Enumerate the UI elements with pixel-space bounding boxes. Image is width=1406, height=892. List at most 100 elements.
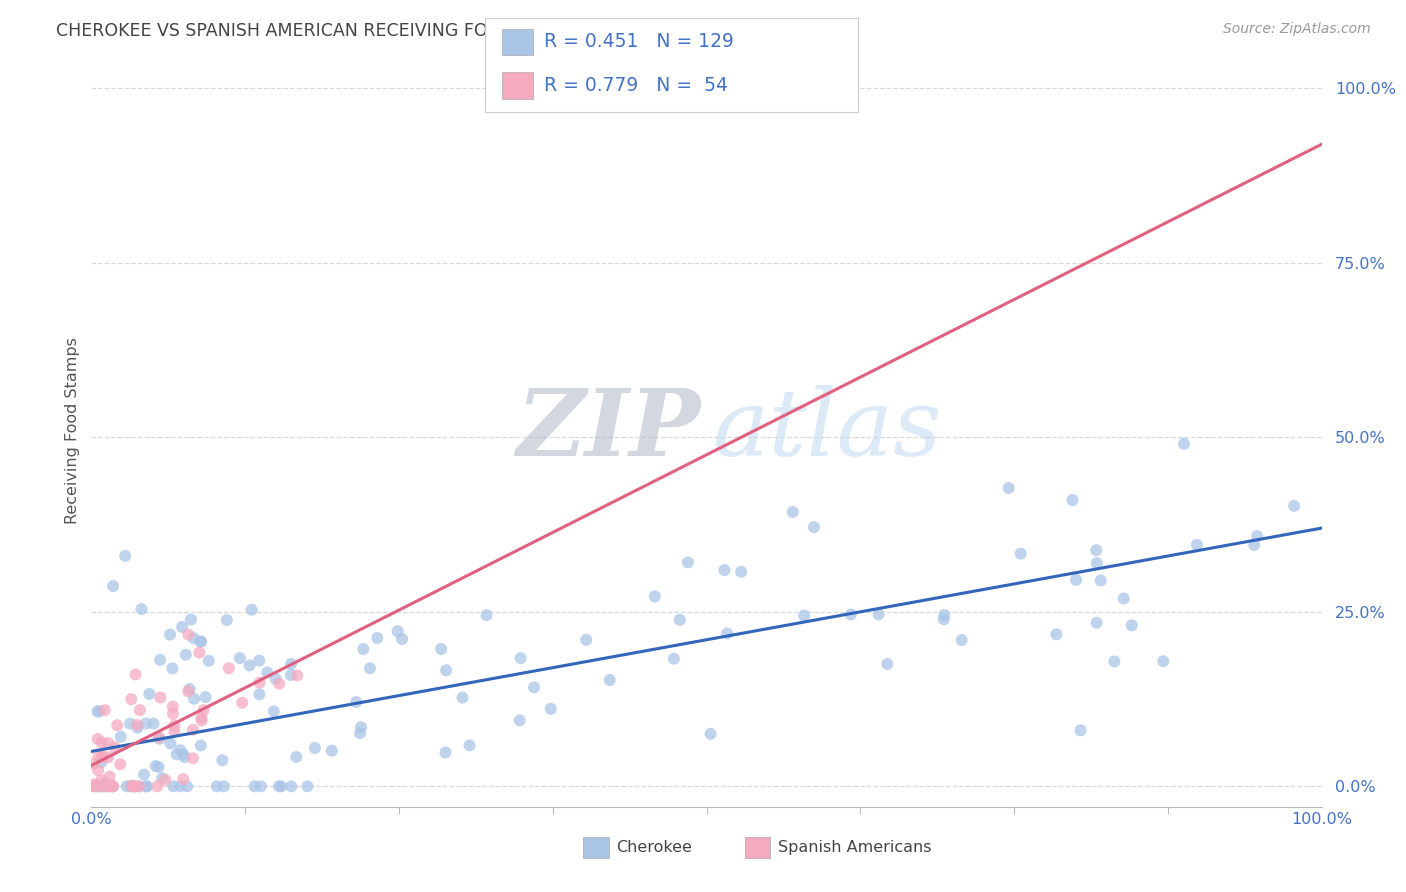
Point (97, 780, 120, 794)
Point (83, 780, 105, 794)
Text: R = 0.451   N = 129: R = 0.451 N = 129 (544, 32, 734, 51)
Point (87, 731, 110, 746)
Point (131, 602, 153, 616)
Point (270, 780, 292, 794)
Point (190, 710, 212, 724)
Point (101, 579, 124, 593)
Point (91, 780, 114, 794)
Point (90, 773, 112, 788)
Point (163, 724, 186, 739)
Point (128, 780, 150, 794)
Point (1090, 574, 1112, 588)
Point (142, 716, 165, 731)
Point (934, 608, 956, 623)
Point (176, 780, 198, 794)
Point (110, 730, 132, 744)
Point (86, 705, 108, 719)
Point (1070, 723, 1092, 738)
Point (249, 687, 271, 701)
Point (148, 731, 170, 745)
Point (238, 658, 260, 673)
Point (101, 780, 124, 794)
Point (101, 780, 124, 794)
Point (194, 690, 217, 705)
Point (250, 780, 273, 794)
Point (90, 755, 112, 769)
Point (146, 780, 169, 794)
Point (231, 696, 253, 710)
Point (387, 624, 409, 639)
Point (240, 603, 263, 617)
Point (162, 780, 184, 794)
Point (263, 704, 285, 718)
Point (391, 632, 413, 646)
Point (83, 780, 105, 794)
Point (267, 780, 290, 794)
Point (304, 740, 326, 755)
Point (713, 563, 735, 577)
Point (458, 739, 481, 753)
Point (793, 608, 815, 623)
Point (162, 706, 184, 721)
Y-axis label: Receiving Food Stamps: Receiving Food Stamps (65, 337, 80, 524)
Point (87, 780, 110, 794)
Point (434, 746, 457, 760)
Point (162, 661, 184, 675)
Point (1185, 538, 1208, 552)
Point (1112, 591, 1135, 606)
Point (86, 780, 108, 794)
Point (1243, 538, 1265, 552)
Point (1152, 654, 1174, 668)
Point (193, 703, 215, 717)
Point (868, 607, 890, 622)
Point (205, 780, 228, 794)
Point (434, 663, 457, 677)
Point (120, 780, 142, 794)
Point (134, 767, 156, 781)
Point (163, 718, 186, 732)
Point (129, 703, 152, 717)
Point (599, 673, 621, 687)
Point (173, 750, 195, 764)
Point (668, 613, 690, 627)
Point (950, 633, 973, 648)
Point (135, 716, 157, 731)
Point (264, 672, 287, 686)
Point (127, 718, 149, 732)
Point (94, 780, 117, 794)
Text: CHEROKEE VS SPANISH AMERICAN RECEIVING FOOD STAMPS CORRELATION CHART: CHEROKEE VS SPANISH AMERICAN RECEIVING F… (56, 22, 783, 40)
Point (172, 772, 194, 786)
Point (124, 780, 146, 794)
Point (782, 505, 804, 519)
Point (540, 702, 562, 716)
Point (218, 661, 240, 675)
Point (644, 590, 666, 604)
Point (83, 756, 105, 771)
Point (127, 721, 149, 735)
Point (177, 684, 200, 698)
Point (662, 651, 685, 665)
Point (174, 648, 197, 662)
Point (1246, 529, 1268, 543)
Point (166, 747, 188, 762)
Point (91, 750, 114, 764)
Point (932, 612, 955, 626)
Point (876, 657, 898, 671)
Text: R = 0.779   N =  54: R = 0.779 N = 54 (544, 76, 728, 95)
Point (128, 780, 150, 794)
Point (97, 750, 120, 764)
Point (285, 750, 308, 764)
Point (229, 651, 252, 665)
Point (285, 668, 308, 682)
Point (87, 764, 110, 778)
Point (280, 668, 302, 682)
Point (1085, 615, 1108, 630)
Point (83, 777, 105, 791)
Point (169, 743, 191, 757)
Point (135, 780, 157, 794)
Point (803, 520, 825, 534)
Point (344, 695, 367, 709)
Point (138, 687, 160, 701)
Text: atlas: atlas (713, 385, 942, 475)
Point (676, 556, 699, 570)
